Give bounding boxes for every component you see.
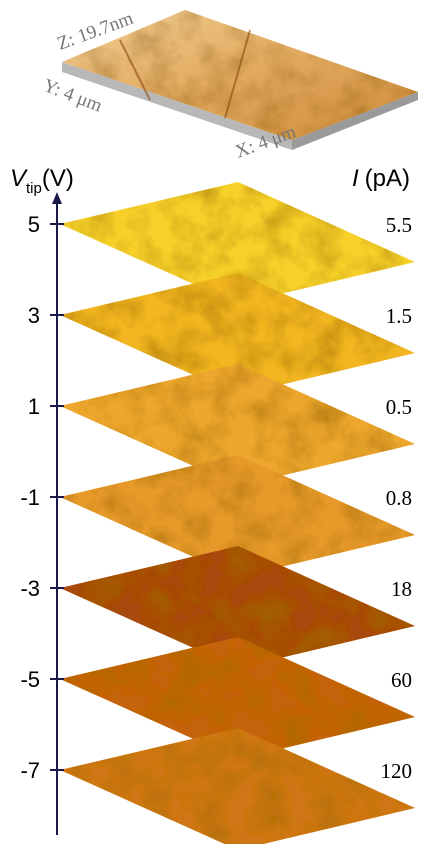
current-label: 60 (391, 668, 412, 692)
current-axis-title: I (pA) (352, 165, 410, 192)
map-layer (60, 182, 415, 304)
topography-ridge (119, 29, 251, 119)
current-label: 0.5 (386, 395, 412, 419)
current-label: 120 (381, 759, 413, 783)
current-symbol: I (352, 165, 359, 192)
voltage-tick-label: 5 (28, 212, 40, 237)
voltage-tick-label: -1 (20, 485, 40, 510)
block-side (62, 62, 292, 150)
voltage-tick-label: 3 (28, 303, 40, 328)
current-label: 18 (391, 577, 412, 601)
voltage-tick-label: -3 (20, 576, 40, 601)
current-unit: (pA) (365, 165, 410, 192)
topography-surface (62, 10, 418, 140)
map-layer (60, 637, 415, 759)
block-side (292, 92, 418, 150)
current-label: 5.5 (386, 213, 412, 237)
voltage-subscript: tip (26, 180, 42, 197)
map-layer (60, 546, 415, 668)
map-layer (60, 364, 415, 486)
map-layer (60, 273, 415, 395)
voltage-symbol: V (10, 165, 28, 192)
map-layer (60, 728, 415, 844)
voltage-unit: (V) (42, 165, 74, 192)
map-layer (60, 455, 415, 577)
voltage-tick-label: 1 (28, 394, 40, 419)
current-label: 0.8 (386, 486, 412, 510)
topography: Z: 19.7nm Y: 4 μm X: 4 μm (40, 8, 418, 163)
layers: 5 5.5 3 1.5 1 0.5 -1 0.8 -3 18 -5 60 -7 120 (20, 182, 415, 844)
current-label: 1.5 (386, 304, 412, 328)
axis-arrow (52, 192, 62, 204)
voltage-tick-label: -7 (20, 758, 40, 783)
voltage-tick-label: -5 (20, 667, 40, 692)
voltage-axis-title: Vtip(V) (10, 165, 74, 197)
